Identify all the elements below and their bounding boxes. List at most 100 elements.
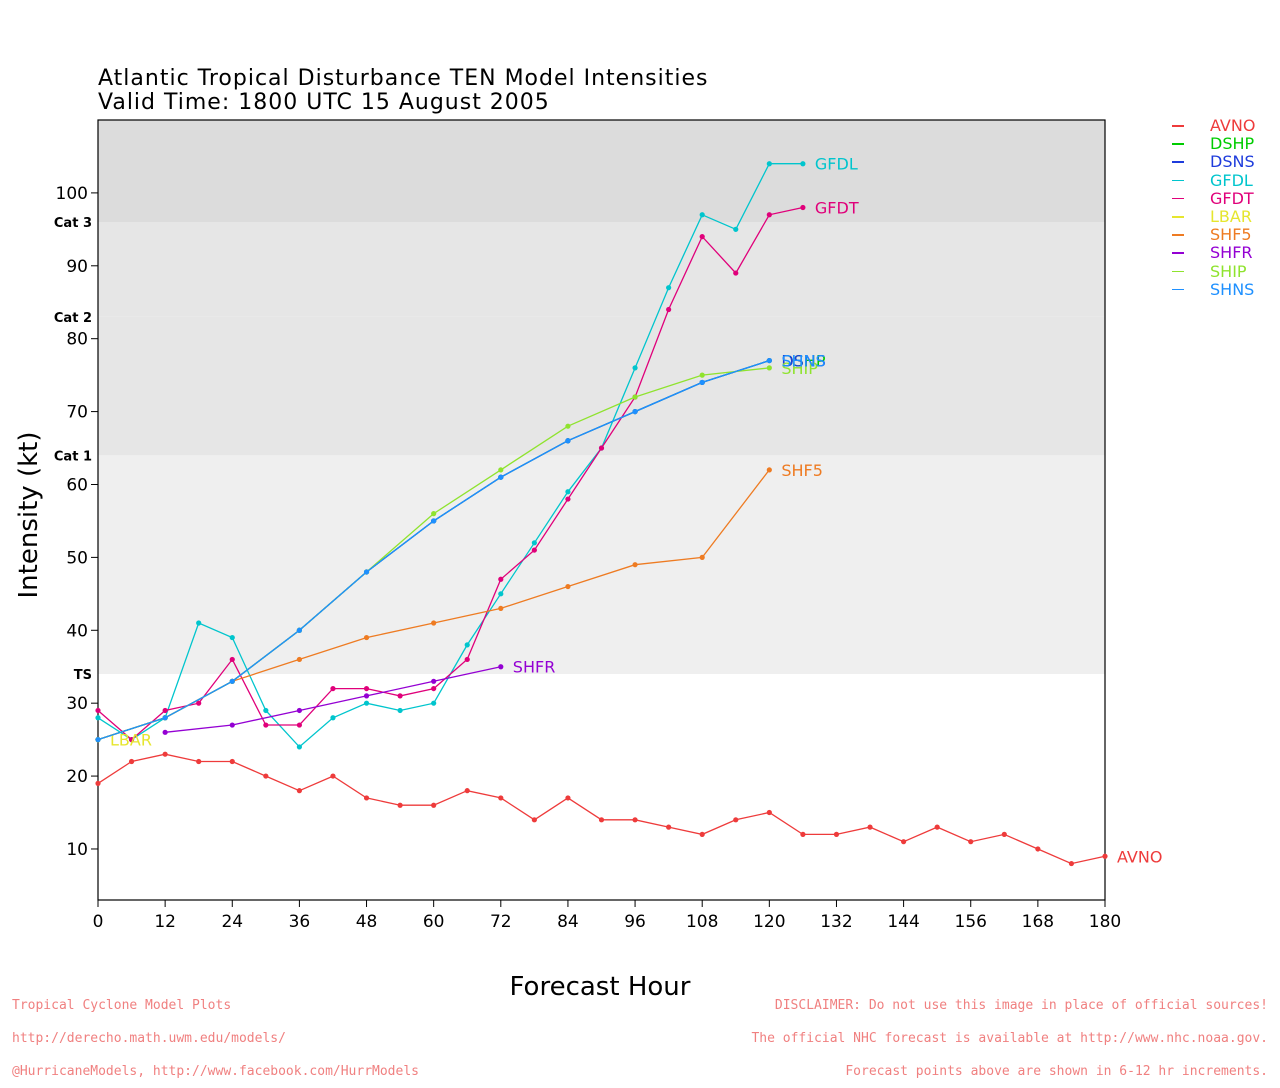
end-label-shns: SHNS: [781, 352, 825, 371]
data-point-gfdl: [397, 707, 403, 714]
band-label-cat-1: Cat 1: [54, 449, 92, 464]
data-point-gfdl: [95, 715, 101, 721]
legend-label: SHFR: [1210, 243, 1253, 263]
x-tick-label: 120: [753, 912, 785, 932]
band-cat-2: [98, 222, 1105, 317]
x-tick-label: 72: [490, 912, 512, 932]
x-tick-label: 96: [624, 912, 646, 932]
legend-swatch: [1172, 161, 1184, 163]
data-point-avno: [901, 839, 907, 845]
x-tick-label: 48: [356, 912, 378, 932]
data-point-shns: [162, 715, 168, 721]
data-point-gfdt: [330, 685, 336, 692]
data-point-shns: [229, 678, 235, 684]
legend-swatch: [1172, 197, 1184, 200]
data-point-shfr: [162, 729, 168, 735]
y-axis-label: Intensity (kt): [14, 432, 44, 599]
data-point-gfdt: [531, 547, 537, 553]
data-point-avno: [1035, 846, 1041, 852]
data-point-avno: [296, 788, 302, 794]
data-point-shf5: [766, 467, 772, 473]
data-point-gfdt: [498, 576, 504, 582]
data-point-gfdl: [498, 591, 504, 597]
data-point-avno: [632, 817, 638, 823]
data-point-ship: [699, 372, 705, 378]
chart-subtitle: Valid Time: 1800 UTC 15 August 2005: [98, 90, 550, 115]
data-point-shf5: [632, 562, 638, 568]
data-point-avno: [263, 773, 269, 779]
data-point-ship: [632, 394, 638, 400]
series-line-shfr: [165, 666, 501, 733]
y-tick-label: 20: [66, 767, 88, 787]
y-tick-label: 70: [66, 403, 88, 423]
legend-swatch: [1172, 252, 1184, 254]
data-point-avno: [196, 758, 202, 765]
legend-swatch: [1172, 125, 1184, 127]
intensity-chart: TS Cat 1 Cat 2 Cat 3 0 12 24 36 48 60 72 84 96 108 120…: [14, 119, 1162, 932]
data-point-gfdt: [699, 234, 705, 240]
data-point-shfr: [431, 678, 437, 684]
footer-left-link[interactable]: http://derecho.math.uwm.edu/models/: [12, 1031, 286, 1046]
data-point-avno: [934, 824, 940, 830]
legend-label: SHNS: [1210, 279, 1255, 299]
end-label-shf5: SHF5: [781, 461, 823, 480]
footer-right: DISCLAIMER: Do not use this image in pla…: [751, 978, 1268, 1088]
x-tick-label: 108: [686, 912, 718, 932]
data-point-gfdl: [699, 212, 705, 218]
data-point-avno: [531, 817, 537, 823]
data-point-gfdt: [733, 270, 739, 276]
data-point-gfdt: [263, 722, 269, 728]
footer-left: Tropical Cyclone Model Plots http://dere…: [12, 978, 419, 1088]
band-label-cat-2: Cat 2: [54, 311, 92, 326]
series-line-gfdt: [97, 206, 804, 741]
x-tick-label: 36: [289, 912, 311, 932]
band-ts: [98, 455, 1105, 675]
footer-left-line1: Tropical Cyclone Model Plots: [12, 998, 232, 1013]
data-point-gfdl: [464, 642, 470, 648]
y-tick-label: 50: [66, 548, 88, 568]
end-label-dshp: DSHP: [781, 352, 826, 371]
end-label-gfdl: GFDL: [815, 155, 858, 174]
data-point-gfdt: [363, 685, 370, 692]
legend-swatch: [1172, 143, 1184, 145]
data-point-shns: [766, 357, 772, 364]
chart-title: Atlantic Tropical Disturbance TEN Model …: [98, 66, 709, 91]
data-point-avno: [733, 817, 739, 823]
data-point-shf5: [363, 634, 370, 641]
end-label-avno: AVNO: [1117, 847, 1162, 866]
x-tick-label: 12: [154, 912, 176, 932]
data-point-gfdl: [565, 489, 571, 495]
legend-label: SHF5: [1210, 225, 1252, 245]
data-point-shns: [699, 379, 705, 386]
data-point-shf5: [498, 605, 504, 612]
data-point-ship: [565, 423, 571, 429]
legend-swatch: [1172, 288, 1184, 291]
x-tick-label: 0: [93, 912, 104, 932]
legend-label: LBAR: [1210, 207, 1252, 226]
footer-left-social[interactable]: @HurricaneModels, http://www.facebook.co…: [12, 1064, 419, 1079]
data-point-ship: [431, 511, 437, 517]
x-tick-label: 60: [423, 912, 445, 932]
data-point-avno: [229, 758, 235, 765]
data-point-avno: [565, 795, 571, 801]
data-point-gfdt: [766, 212, 772, 218]
x-tick-label: 84: [557, 912, 579, 932]
data-point-gfdl: [330, 715, 336, 721]
data-point-ship: [766, 365, 772, 371]
data-point-shf5: [699, 554, 705, 560]
x-tick-label: 156: [955, 912, 987, 932]
data-point-gfdl: [196, 620, 202, 626]
legend-label: SHIP: [1210, 261, 1247, 281]
legend-label: DSHP: [1210, 134, 1255, 154]
data-point-shf5: [296, 656, 302, 663]
plot-frame: [97, 119, 1106, 901]
data-point-avno: [397, 802, 403, 808]
data-point-gfdt: [800, 204, 806, 211]
data-point-avno: [1068, 860, 1075, 867]
data-point-gfdl: [363, 700, 370, 706]
data-point-avno: [363, 795, 370, 801]
series-line-avno: [97, 753, 1106, 865]
data-point-avno: [867, 824, 873, 830]
y-tick-label: 40: [66, 621, 88, 641]
data-point-gfdl: [800, 161, 806, 167]
